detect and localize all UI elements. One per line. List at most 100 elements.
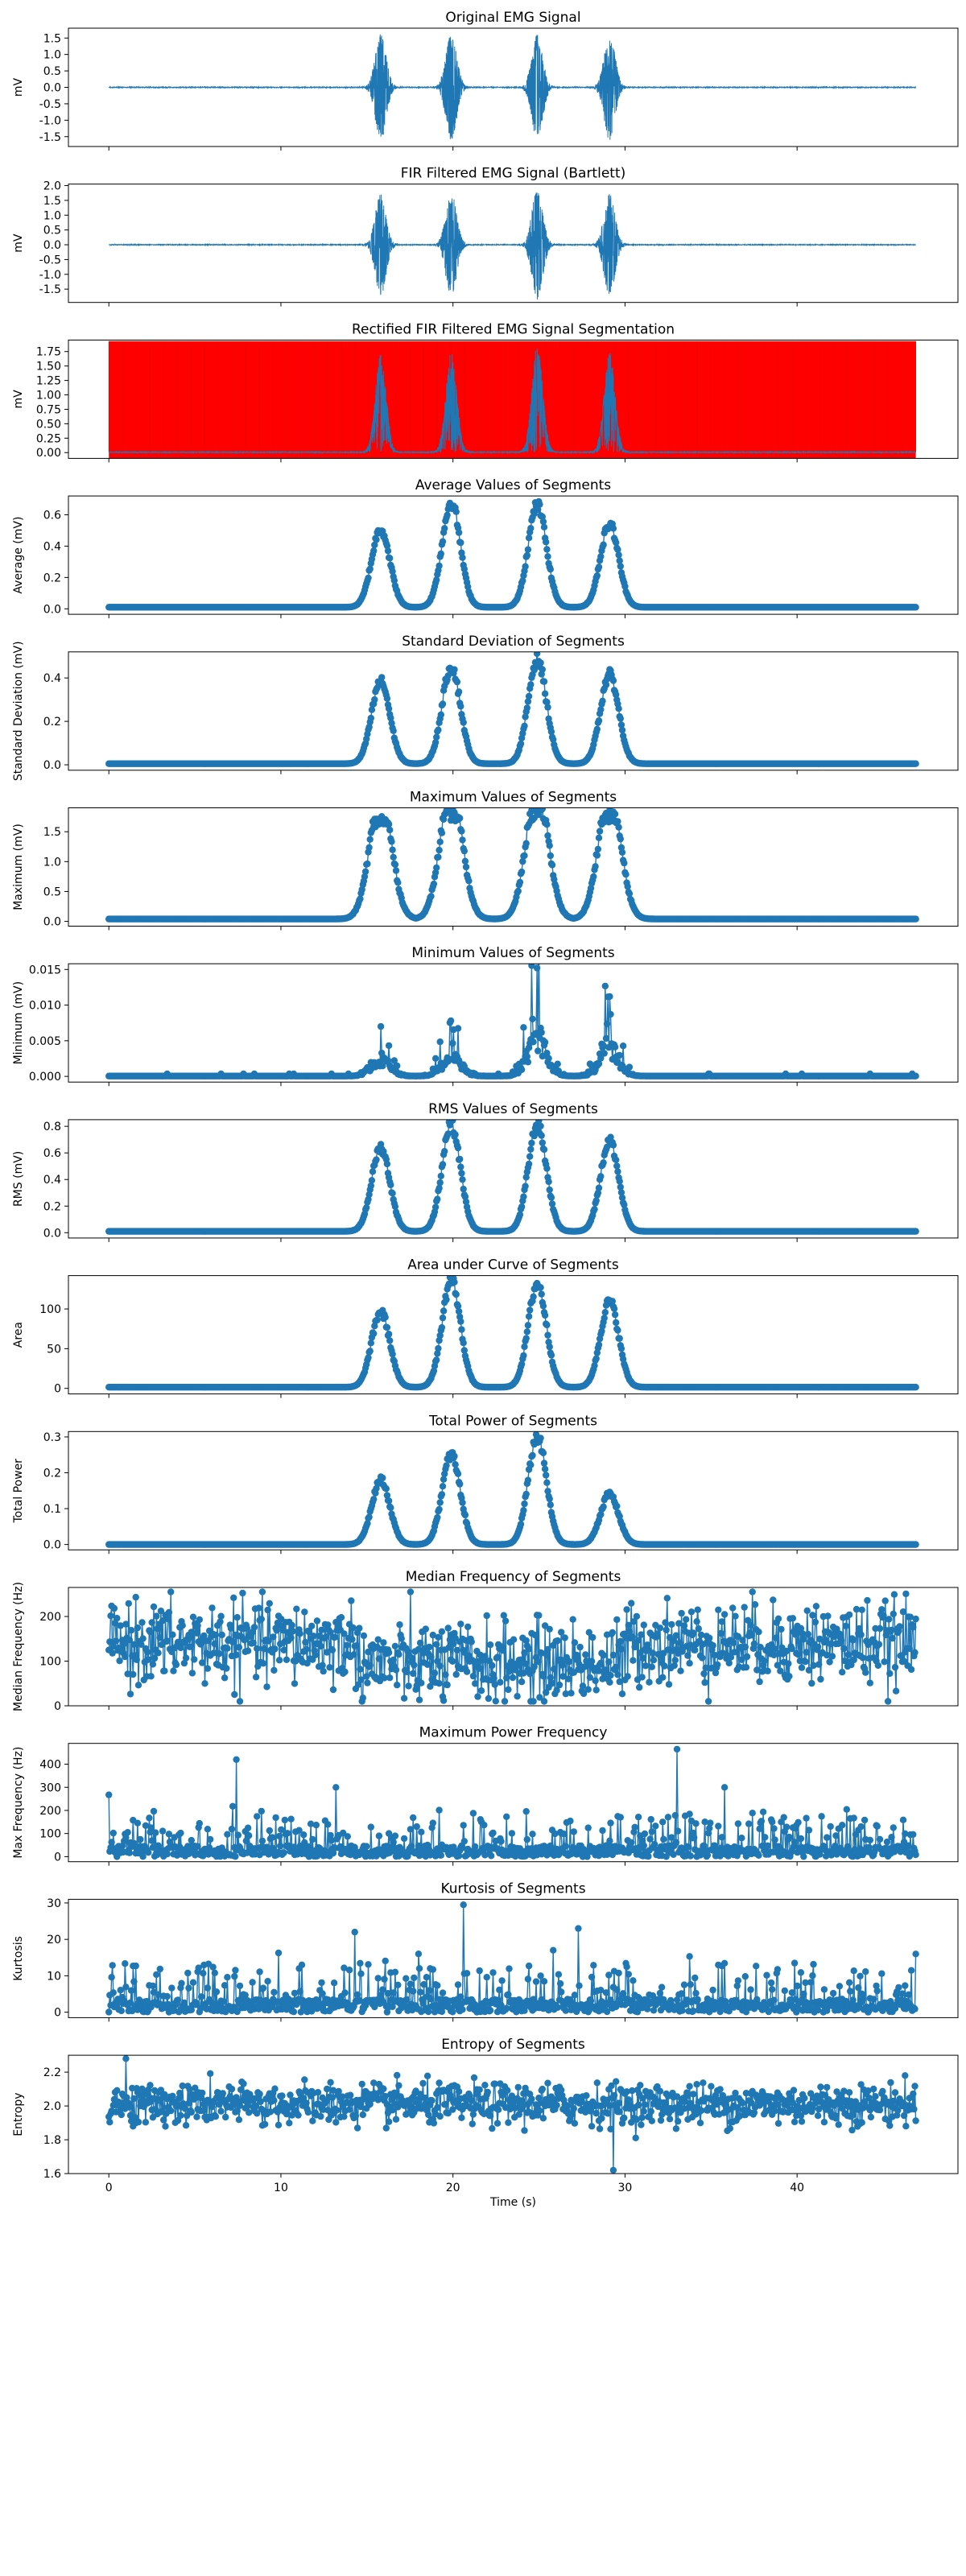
y-tick-label: -1.5 (39, 283, 61, 296)
data-point (530, 1132, 538, 1140)
segment-region (109, 341, 916, 459)
data-point (912, 915, 919, 923)
data-point (616, 557, 623, 564)
data-point (387, 714, 394, 722)
y-axis-label: Maximum (mV) (12, 824, 25, 910)
y-tick-label: 0.010 (29, 1000, 61, 1013)
data-point (596, 828, 604, 835)
data-point (390, 1057, 398, 1064)
data-point (433, 733, 440, 741)
data-point (456, 815, 464, 822)
data-point (449, 1119, 456, 1124)
series-markers (105, 807, 919, 923)
data-point (609, 525, 617, 532)
data-point (364, 860, 371, 868)
subplot-title: Minimum Values of Segments (411, 945, 614, 961)
data-point (457, 539, 464, 547)
data-point (377, 1022, 385, 1030)
data-point (526, 1153, 534, 1160)
y-tick-label: 0.4 (43, 672, 61, 685)
data-point (618, 848, 626, 857)
data-point (613, 691, 620, 699)
series-markers (105, 1275, 919, 1391)
data-point (595, 564, 603, 571)
data-point (590, 873, 597, 881)
data-point (439, 700, 447, 708)
data-point (427, 893, 435, 900)
data-point (527, 681, 535, 688)
data-point (368, 1177, 376, 1184)
data-point (613, 539, 620, 547)
data-point (609, 1141, 617, 1149)
data-point (457, 703, 464, 710)
data-point (614, 546, 621, 553)
y-tick-label: 0.005 (29, 1035, 61, 1048)
data-point (537, 659, 544, 667)
data-point (373, 536, 380, 543)
subplot-title: Average Values of Segments (415, 477, 611, 493)
data-point (370, 547, 378, 555)
subplot-7: Minimum Values of Segments Minimum (mV) 0.… (12, 945, 959, 1087)
data-point (595, 834, 603, 842)
data-point (436, 846, 443, 854)
data-point (614, 818, 621, 825)
data-point (550, 736, 557, 743)
y-tick-label: 1.5 (43, 826, 61, 839)
data-point (600, 541, 607, 548)
y-tick-label: -0.5 (39, 254, 61, 266)
y-tick-label: 0.2 (43, 1200, 61, 1213)
data-point (536, 501, 543, 508)
y-tick-label: 0.0 (43, 916, 61, 929)
data-point (614, 1168, 621, 1175)
data-point (527, 525, 535, 532)
subplot-title: Original EMG Signal (445, 10, 580, 26)
data-point (595, 717, 603, 724)
data-point (528, 964, 535, 969)
data-point (607, 1133, 614, 1141)
data-point (439, 1161, 447, 1168)
data-point (543, 699, 551, 706)
axes-frame (68, 495, 959, 615)
data-point (535, 1047, 542, 1055)
plot-area (108, 192, 916, 300)
data-point (436, 1038, 444, 1046)
data-point (522, 1174, 530, 1181)
data-point (547, 728, 555, 736)
data-point (523, 704, 530, 712)
data-point (618, 1194, 626, 1202)
y-tick-label: 1.5 (43, 32, 61, 45)
data-point (437, 1172, 444, 1180)
signal-line (108, 348, 917, 455)
y-tick-label: 1.50 (36, 361, 61, 374)
y-tick-label: 0.5 (43, 65, 61, 78)
y-tick-label: -0.5 (39, 98, 61, 111)
data-point (365, 723, 373, 731)
data-point (597, 1173, 605, 1180)
data-point (444, 511, 451, 518)
data-point (613, 1156, 620, 1164)
data-point (525, 535, 533, 542)
data-point (527, 1146, 535, 1153)
data-point (434, 1195, 441, 1203)
axes-frame (68, 807, 959, 927)
data-point (459, 836, 466, 844)
data-point (459, 554, 466, 561)
y-tick-label: 0.6 (43, 1147, 61, 1160)
data-point (622, 871, 630, 878)
data-point (361, 868, 369, 875)
y-tick-label: 1.25 (36, 375, 61, 388)
data-point (365, 1195, 372, 1203)
subplot-title: FIR Filtered EMG Signal (Bartlett) (401, 166, 626, 182)
data-point (438, 829, 446, 836)
y-axis-label: Minimum (mV) (12, 981, 25, 1064)
y-tick-label: -1.5 (39, 131, 61, 144)
data-point (460, 565, 468, 572)
data-point (373, 1156, 380, 1163)
data-point (453, 678, 461, 686)
data-point (540, 1146, 548, 1154)
subplot-title: Rectified FIR Filtered EMG Signal Segmen… (352, 321, 675, 337)
data-point (595, 1060, 603, 1067)
data-point (436, 1184, 443, 1192)
plot-area (105, 1275, 919, 1391)
